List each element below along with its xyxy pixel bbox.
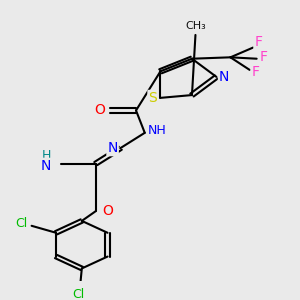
Text: F: F xyxy=(254,35,262,49)
Text: Cl: Cl xyxy=(72,288,84,300)
Text: N: N xyxy=(219,70,229,84)
Text: O: O xyxy=(103,204,113,218)
Text: F: F xyxy=(252,65,260,79)
Text: NH: NH xyxy=(148,124,166,136)
Text: Cl: Cl xyxy=(16,217,28,230)
Text: N: N xyxy=(107,141,118,155)
Text: O: O xyxy=(94,103,105,117)
Text: F: F xyxy=(260,50,268,64)
Text: H: H xyxy=(41,149,51,162)
Text: S: S xyxy=(148,91,157,105)
Text: N: N xyxy=(41,159,51,173)
Text: CH₃: CH₃ xyxy=(185,21,206,31)
